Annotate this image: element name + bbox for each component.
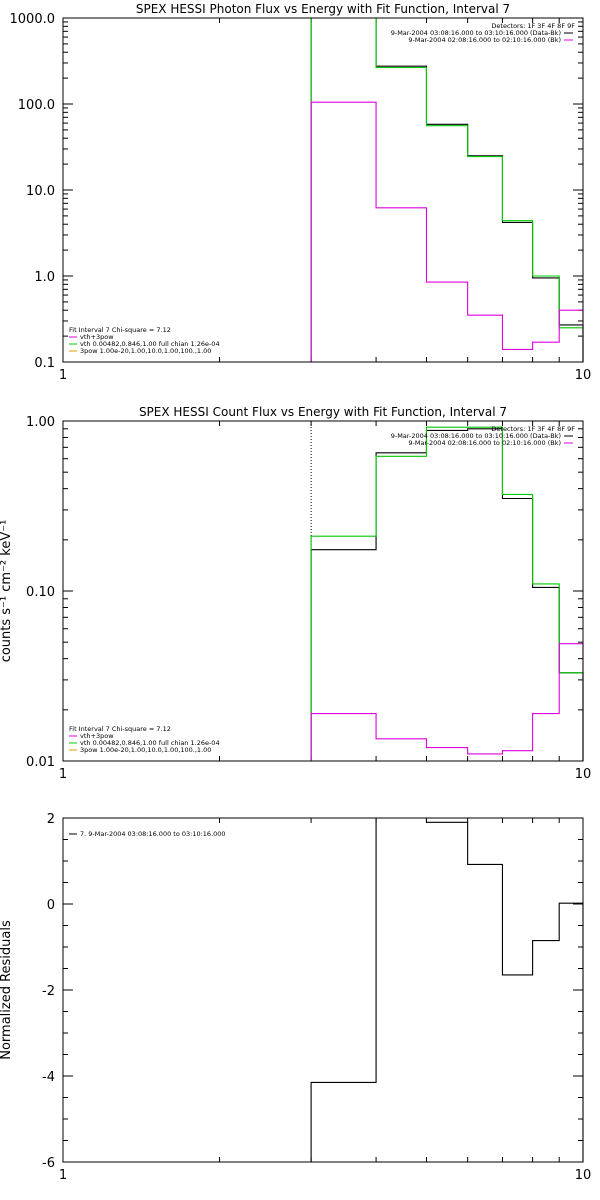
y-tick-label: 0 — [47, 898, 55, 913]
series-fit — [310, 426, 584, 761]
legend-right: Detectors: 1F 3F 4F 8F 9F9-Mar-2004 03:0… — [391, 22, 576, 44]
legend-right: Detectors: 1F 3F 4F 8F 9F9-Mar-2004 03:0… — [391, 425, 576, 447]
y-tick-label: 2 — [47, 812, 55, 827]
legend-entry: 9-Mar-2004 03:08:16.000 to 03:10:16.000 … — [391, 432, 561, 440]
x-tick-label: 10 — [575, 368, 592, 383]
minor-ticks — [63, 421, 583, 761]
chart-panel-1: SPEX HESSI Photon Flux vs Energy with Fi… — [10, 2, 592, 383]
y-axis-label: counts s⁻¹ cm⁻² keV⁻¹ — [0, 520, 14, 663]
y-tick-label: -6 — [42, 1156, 55, 1171]
series-residuals — [310, 817, 584, 1162]
legend-entry: vth 0.00482,0.846,1.00 full chian 1.26e-… — [80, 340, 220, 348]
legend-left: Fit Interval 7 Chi-square = 7.12vth+3pow… — [69, 725, 220, 754]
series-data — [310, 17, 584, 362]
y-tick-label: 1.0 — [34, 270, 55, 285]
series-background — [310, 643, 584, 761]
legend-entry: 7. 9-Mar-2004 03:08:16.000 to 03:10:16.0… — [80, 830, 226, 838]
chart-panel-2: SPEX HESSI Count Flux vs Energy with Fit… — [0, 405, 591, 782]
minor-ticks — [63, 817, 583, 1163]
y-tick-label: 10.0 — [26, 184, 55, 199]
series-background — [310, 101, 584, 362]
legend-entry: vth+3pow — [80, 333, 114, 341]
x-tick-label: 1 — [59, 767, 67, 782]
y-tick-label: 0.10 — [26, 585, 55, 600]
chart-title: SPEX HESSI Photon Flux vs Energy with Fi… — [136, 2, 510, 16]
chart-title: SPEX HESSI Count Flux vs Energy with Fit… — [139, 405, 507, 419]
legend-header: Detectors: 1F 3F 4F 8F 9F — [491, 425, 575, 433]
minor-ticks — [63, 18, 583, 362]
y-tick-label: -4 — [42, 1070, 55, 1085]
legend-header: Fit Interval 7 Chi-square = 7.12 — [69, 725, 171, 733]
legend-left: 7. 9-Mar-2004 03:08:16.000 to 03:10:16.0… — [69, 830, 226, 838]
plot-frame — [62, 420, 584, 762]
x-tick-label: 10 — [575, 1168, 592, 1183]
legend-entry: 3pow 1.00e-20,1.00,10.0,1.00,100.,1.00 — [80, 347, 211, 355]
legend-header: Fit Interval 7 Chi-square = 7.12 — [69, 326, 171, 334]
plot-frame — [62, 17, 584, 363]
legend-entry: 3pow 1.00e-20,1.00,10.0,1.00,100.,1.00 — [80, 746, 211, 754]
legend-entry: 9-Mar-2004 02:08:16.000 to 02:10:16.000 … — [408, 439, 561, 447]
y-axis-label: Normalized Residuals — [0, 920, 14, 1060]
legend-header: Detectors: 1F 3F 4F 8F 9F — [491, 22, 575, 30]
y-tick-label: 1000.0 — [10, 12, 56, 27]
x-tick-label: 1 — [59, 368, 67, 383]
x-tick-label: 10 — [575, 767, 592, 782]
y-tick-label: 0.01 — [26, 755, 55, 770]
y-tick-label: 100.0 — [18, 98, 55, 113]
y-tick-label: 1.00 — [26, 415, 55, 430]
series-fit — [310, 17, 584, 362]
legend-entry: vth+3pow — [80, 732, 114, 740]
chart-panel-3: Normalized Residuals 1 10 -6 -4 -2 0 2 7. 9-Mar-… — [0, 812, 591, 1183]
plot-frame — [62, 817, 584, 1163]
legend-left: Fit Interval 7 Chi-square = 7.12vth+3pow… — [69, 326, 220, 355]
legend-entry: 9-Mar-2004 03:08:16.000 to 03:10:16.000 … — [391, 29, 561, 37]
x-tick-label: 1 — [59, 1168, 67, 1183]
y-tick-label: 0.1 — [34, 356, 55, 371]
legend-entry: 9-Mar-2004 02:08:16.000 to 02:10:16.000 … — [408, 36, 561, 44]
legend-entry: vth 0.00482,0.846,1.00 full chian 1.26e-… — [80, 739, 220, 747]
series-data — [310, 428, 584, 761]
y-tick-label: -2 — [42, 984, 55, 999]
